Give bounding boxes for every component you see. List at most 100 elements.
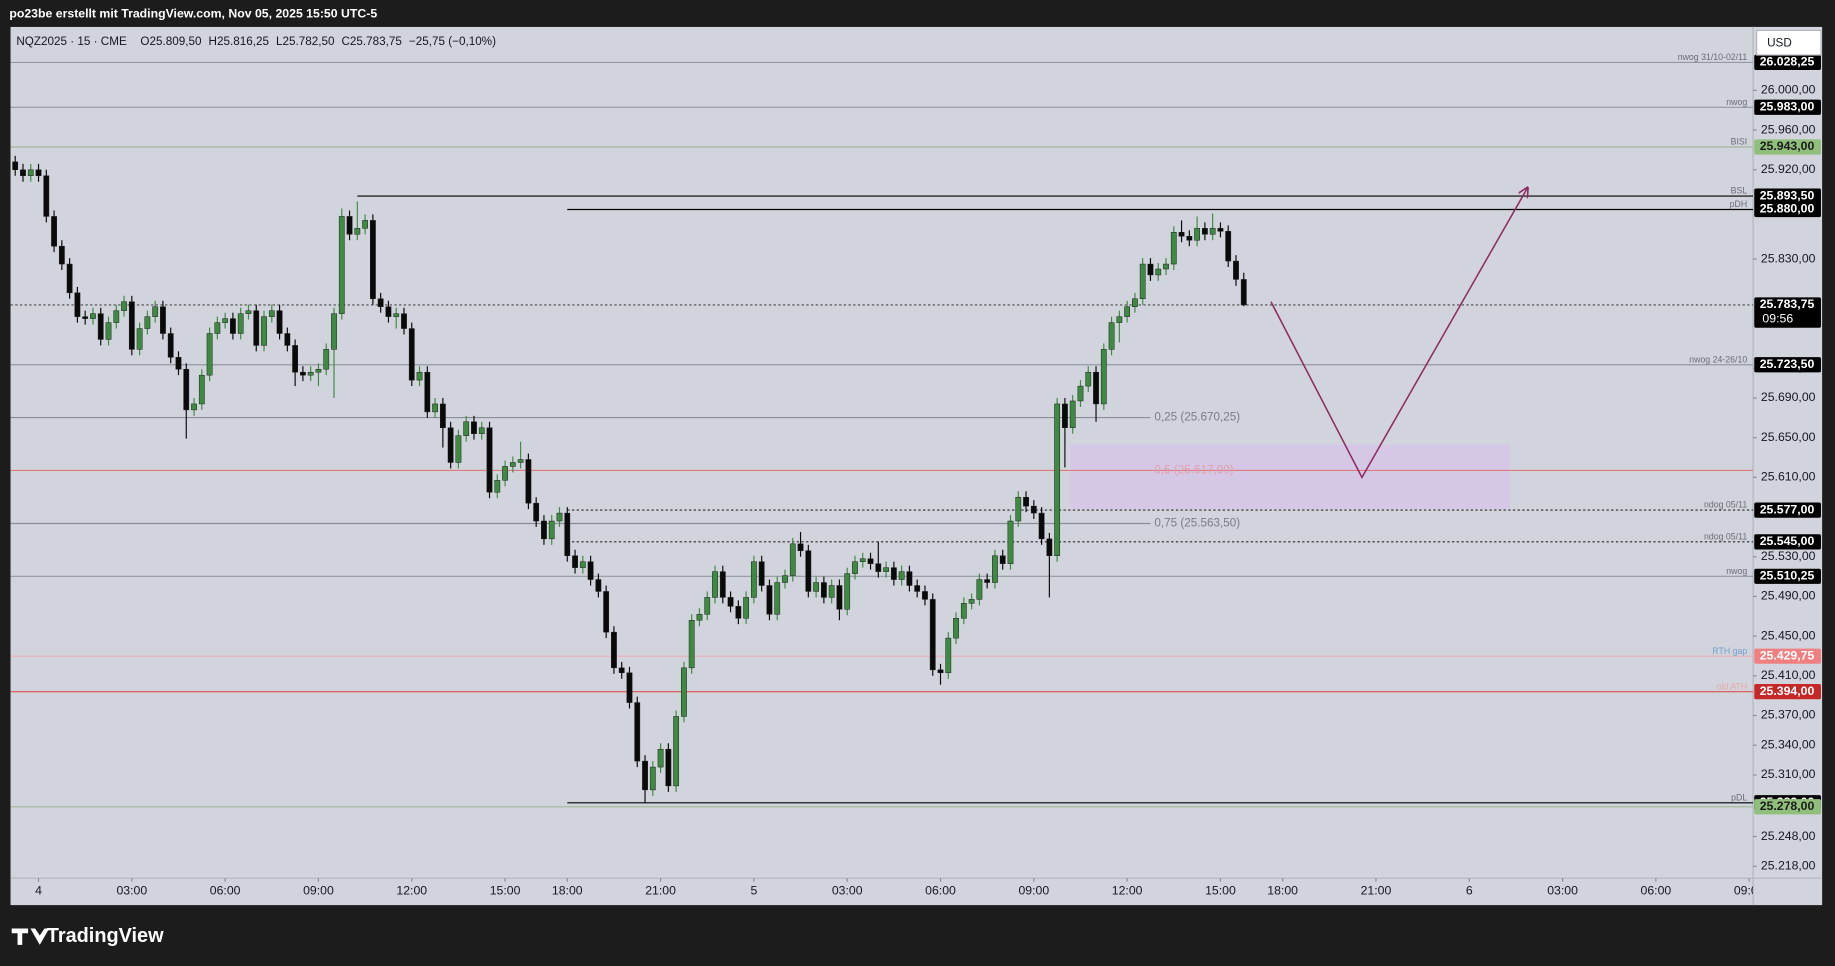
candle-body <box>828 585 835 598</box>
candle-body <box>649 766 656 791</box>
candle-body <box>719 571 726 598</box>
candle-body <box>548 520 555 540</box>
price-badge <box>1754 502 1821 518</box>
candle-body <box>626 672 633 703</box>
candle-body <box>992 555 998 583</box>
x-tick-label: 18:00 <box>552 883 583 897</box>
candle-body <box>789 543 796 576</box>
y-tick-label: 25.218,00 <box>1761 859 1816 873</box>
candle-body <box>385 306 392 317</box>
candle-body <box>307 371 314 376</box>
candle-body <box>1069 400 1076 428</box>
candle-body <box>1170 232 1177 265</box>
x-tick-label: 06:00 <box>925 883 956 897</box>
legend-header: NQZ2025 · 15 · CME O25.809,50 H25.816,25 L… <box>16 35 496 48</box>
level-label: nwog <box>1726 97 1747 107</box>
candle-body <box>595 579 602 592</box>
candle-body <box>354 228 361 235</box>
candle-body <box>160 306 166 334</box>
countdown: 09:56 <box>1762 311 1793 325</box>
price-badge-label: 26.028,25 <box>1760 55 1815 69</box>
candle-body <box>642 760 648 791</box>
candle-body <box>1046 538 1053 556</box>
price-badge <box>1754 534 1821 550</box>
price-badge-label: 25.510,25 <box>1760 569 1815 583</box>
candle-body <box>820 582 827 598</box>
x-tick-label: 4 <box>35 883 42 897</box>
x-tick-label: 03:00 <box>832 883 863 897</box>
price-badge-label: 25.983,00 <box>1760 100 1815 114</box>
candle-body <box>1030 505 1037 514</box>
candle-body <box>665 748 672 787</box>
candle-body <box>455 435 462 463</box>
credit: po23be erstellt mit TradingView.com, Nov… <box>9 6 377 20</box>
candle-body <box>191 403 197 411</box>
level-label: 0,75 (25.563,50) <box>1154 517 1240 530</box>
symbol: NQZ2025 · 15 · CME <box>16 35 127 48</box>
ohlc-value: L25.782,50 <box>276 35 335 48</box>
candle-body <box>167 333 174 358</box>
level-label: nwog <box>1726 566 1747 576</box>
candle-body <box>1194 228 1200 241</box>
candle-body <box>128 301 135 350</box>
price-badge <box>1754 54 1821 71</box>
candle-body <box>1139 263 1146 300</box>
candle-body <box>673 716 680 787</box>
y-tick-label: 25.340,00 <box>1761 737 1816 751</box>
ohlc-value: H25.816,25 <box>209 35 270 48</box>
candle-body <box>1225 231 1232 262</box>
candle-body <box>1015 496 1022 522</box>
candle-body <box>1093 371 1099 405</box>
candle-body <box>813 582 819 592</box>
level-label: 0,5 (25.617,00) <box>1154 464 1233 477</box>
candle-body <box>766 585 773 615</box>
candle-body <box>478 427 485 434</box>
candle-body <box>401 313 407 329</box>
candle-body <box>1062 403 1068 428</box>
candle-body <box>90 313 96 319</box>
candle-body <box>175 357 182 370</box>
candle-body <box>572 555 578 568</box>
candle-body <box>657 748 664 768</box>
candle-body <box>797 543 804 552</box>
price-badge-label: 25.893,50 <box>1760 188 1815 202</box>
price-badge <box>1754 357 1821 373</box>
candle-body <box>198 374 205 405</box>
level-label: ndog 05/11 <box>1704 500 1747 510</box>
currency-box[interactable] <box>1756 29 1822 56</box>
candle-body <box>97 313 104 340</box>
y-tick-label: 25.690,00 <box>1761 390 1816 404</box>
candle-body <box>346 216 353 235</box>
x-tick-label: 09:00 <box>1018 883 1049 897</box>
candle-body <box>509 462 516 467</box>
time-axis: 4 03:00 06:00 09:00 12:00 15:00 18:00 21:00 5 03:… <box>35 878 1765 897</box>
y-tick-label: 25.310,00 <box>1761 767 1816 781</box>
price-badge-label: 25.880,00 <box>1760 202 1815 216</box>
candle-body <box>1085 371 1092 387</box>
price-badge <box>1754 188 1821 204</box>
candle-body <box>362 220 368 229</box>
candle-body <box>696 614 703 621</box>
x-tick-label: 09:00 <box>1734 883 1765 897</box>
candle-body <box>20 169 26 176</box>
brand-logo: TradingView <box>11 925 164 947</box>
candle-body <box>206 333 213 376</box>
x-tick-label: 21:00 <box>645 883 676 897</box>
candle-body <box>144 316 151 329</box>
candle-body <box>393 313 400 317</box>
candle-body <box>937 669 944 674</box>
candle-body <box>805 550 812 592</box>
candle-body <box>681 667 687 717</box>
price-badge <box>1754 139 1821 155</box>
plot-area: nwog 31/10-02/11 nwog BISI BSL pDH nwog 24-26… <box>10 52 1754 808</box>
candle-body <box>579 561 586 568</box>
y-tick-label: 25.410,00 <box>1761 668 1816 682</box>
x-tick-label: 12:00 <box>1112 883 1143 897</box>
candle-body <box>906 571 913 586</box>
candle-body <box>922 591 928 600</box>
level-label: ndog 05/11 <box>1704 531 1747 541</box>
price-badge <box>1754 648 1821 664</box>
price-badge-label: 25.545,00 <box>1760 534 1815 548</box>
candle-body <box>611 631 617 669</box>
